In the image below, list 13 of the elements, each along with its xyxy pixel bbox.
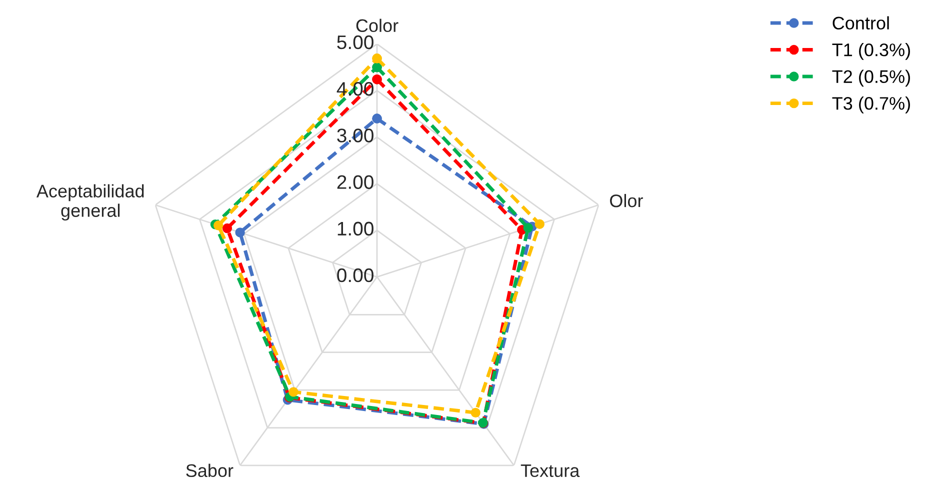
spoke-label: Olor <box>610 194 643 208</box>
y-tick-label: 5.00 <box>337 35 374 50</box>
legend-label: Control <box>832 16 889 30</box>
y-tick-label: 0.00 <box>337 268 374 282</box>
spoke-label: Color <box>356 18 398 32</box>
legend-label: T2 (0.5%) <box>832 70 910 87</box>
spoke-label: Aceptabilidad general <box>36 184 144 221</box>
y-tick-label: 1.00 <box>338 222 374 236</box>
legend-label: T1 (0.3%) <box>832 43 910 60</box>
spoke-label: Textura <box>520 464 580 478</box>
spoke-label: Sabor <box>186 464 234 478</box>
legend-label: T3 (0.7%) <box>832 96 910 114</box>
y-tick-label: 2.00 <box>337 175 374 189</box>
